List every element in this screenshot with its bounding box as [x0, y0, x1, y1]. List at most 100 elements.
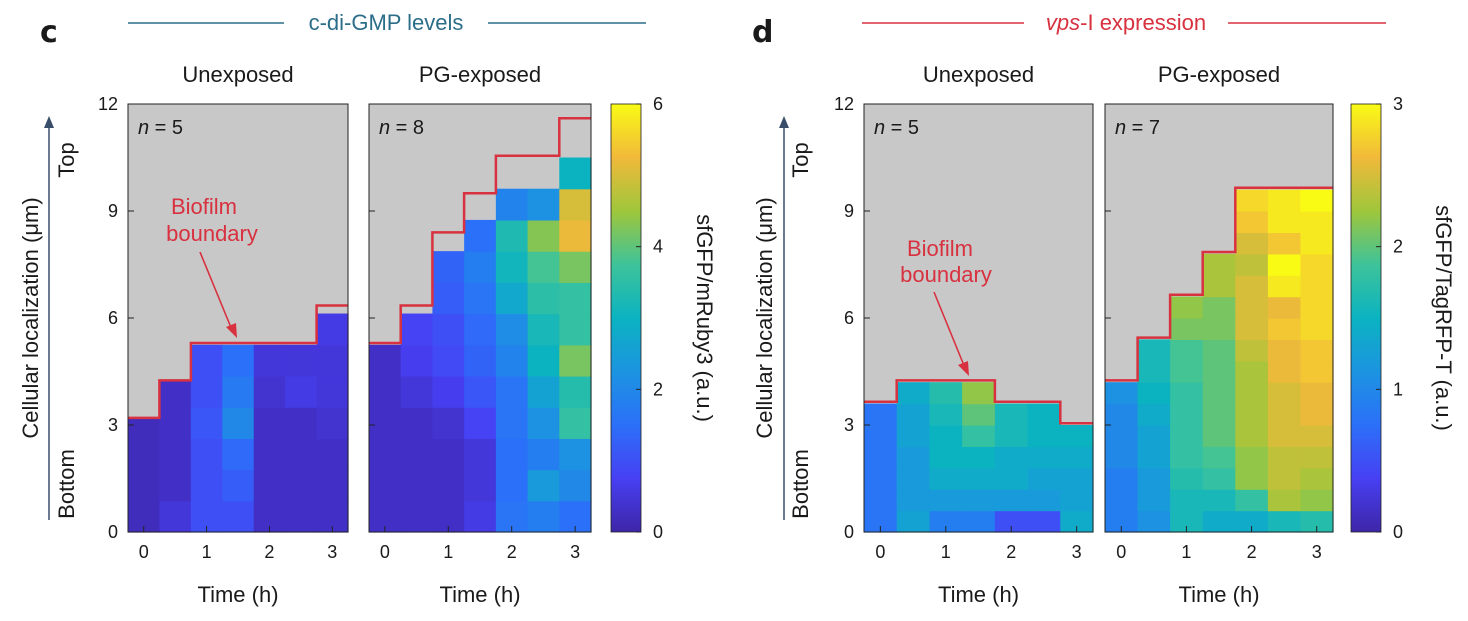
heatmap-cell [1170, 382, 1204, 405]
biofilm-boundary-line [369, 117, 591, 345]
heatmap-cell [369, 375, 402, 408]
heatmap-cell [1202, 318, 1236, 340]
heatmap-cell [1267, 253, 1302, 276]
heatmap-cell [1267, 339, 1302, 362]
heatmap-cell [1137, 360, 1171, 383]
heatmap-cell [896, 510, 931, 533]
heatmap-cell [864, 425, 898, 447]
annotation-d: Biofilm boundary [900, 236, 992, 376]
heatmap-cell [1300, 296, 1334, 319]
heatmap-cell [1202, 446, 1236, 469]
subplot-title: Unexposed [182, 62, 293, 87]
heatmap-cell [1202, 403, 1236, 426]
x-axis-label: Time (h) [439, 582, 520, 607]
heatmap-cell [464, 375, 497, 408]
panel-letter-c: c [40, 15, 58, 50]
heatmap-cell [994, 467, 1029, 490]
heatmap-cell [527, 219, 560, 252]
x-tick-label: 3 [570, 542, 580, 562]
heatmap-cell [962, 403, 996, 426]
heatmap-cell [1170, 360, 1204, 383]
heatmap-cell [929, 489, 963, 512]
n-label: n = 5 [874, 117, 919, 139]
heatmap-cell [464, 251, 497, 283]
panel-c: c c-di-GMP levels Top Bottom Cellular lo… [18, 10, 717, 607]
heatmap-cell [1060, 489, 1094, 512]
biofilm-boundary-line [864, 379, 1093, 425]
heatmap-d-pg-exposed: PG-exposed n = 7 0 1 2 3 Time (h) [1104, 62, 1334, 607]
heatmap-cell [929, 425, 963, 447]
heatmap-cell [464, 219, 497, 252]
n-value: = 8 [390, 117, 424, 139]
heatmap-cell [1137, 403, 1171, 426]
heatmap-cell [864, 467, 898, 490]
heatmap-cell [128, 438, 161, 471]
heatmap-cell [1170, 467, 1204, 490]
y-ticks-c: 0 3 6 9 12 [98, 94, 118, 542]
colorbar-d-label: sfGFP/TagRFP-T (a.u.) [1431, 205, 1456, 431]
heatmap-cell [864, 489, 898, 512]
heatmap-cell [559, 469, 592, 502]
colorbar-tick-label: 0 [1393, 522, 1403, 542]
heatmap-cell [1137, 382, 1171, 405]
heatmap-cell [1267, 425, 1302, 447]
heatmap-cell [1202, 339, 1236, 362]
heatmap-c-unexposed: Unexposed n = 5 0 1 2 3 Time (h) [127, 62, 349, 607]
x-tick-label: 3 [327, 542, 337, 562]
heatmap-cell [1300, 253, 1334, 276]
heatmap-cell [316, 313, 349, 346]
top-label-d: Top [788, 142, 813, 177]
heatmap-cell [495, 375, 529, 408]
heatmap-cell [464, 407, 497, 439]
heatmap-cell [1027, 446, 1061, 469]
heatmap-cell [159, 407, 192, 439]
heatmap-cell [896, 467, 931, 490]
heatmap-cell [159, 469, 192, 502]
heatmap-cell [1235, 489, 1269, 512]
heatmap-cell [994, 489, 1029, 512]
heatmap-cell [962, 425, 996, 447]
heatmap-cell [1137, 339, 1171, 362]
heatmap-cell [432, 313, 465, 346]
x-tick-label: 0 [139, 542, 149, 562]
heatmap-cell [1137, 467, 1171, 490]
heatmap-cell [464, 469, 497, 502]
heatmap-cell [1267, 467, 1302, 490]
x-tick-label: 2 [1006, 542, 1016, 562]
heatmap-cell [1267, 360, 1302, 383]
colorbar-c-label: sfGFP/mRuby3 (a.u.) [692, 214, 717, 422]
heatmap-cell [1202, 360, 1236, 383]
heatmap-cell [1027, 425, 1061, 447]
heatmap-cell [1105, 510, 1139, 533]
biofilm-boundary-line [1105, 186, 1333, 382]
x-axis-label: Time (h) [197, 582, 278, 607]
heatmap-cell [464, 344, 497, 377]
x-tick-label: 2 [507, 542, 517, 562]
heatmap-cell [1027, 510, 1061, 533]
colorbar-tick-label: 3 [1393, 94, 1403, 114]
heatmap-cell [432, 438, 465, 471]
subplot-title: PG-exposed [1158, 62, 1280, 87]
heatmap-cell [994, 403, 1029, 426]
heatmap-cell [527, 282, 560, 315]
heatmap-cell [285, 407, 318, 439]
heatmap-cell [1300, 382, 1334, 405]
heatmap-cell [369, 438, 402, 471]
heatmap-cell [962, 446, 996, 469]
heatmap-cell [432, 375, 465, 408]
heatmap-cell [222, 407, 255, 439]
heatmap-cell [285, 344, 318, 377]
heatmap-cell [253, 344, 286, 377]
yaxis-decor-c: Top Bottom Cellular localization (μm) [18, 116, 79, 520]
heatmap-cell [1170, 446, 1204, 469]
heatmap-cell [253, 469, 286, 502]
heatmap-cell [1267, 382, 1302, 405]
heatmap-cell [400, 375, 434, 408]
heatmap-cell [1300, 489, 1334, 512]
heatmap-cell [1235, 403, 1269, 426]
y-tick-label: 12 [834, 94, 854, 114]
heatmap-c-pg-exposed: PG-exposed n = 8 0 1 2 3 Time (h) [368, 62, 592, 607]
heatmap-cell [222, 469, 255, 502]
heatmap-cell [464, 438, 497, 471]
heatmap-cell [190, 407, 223, 439]
